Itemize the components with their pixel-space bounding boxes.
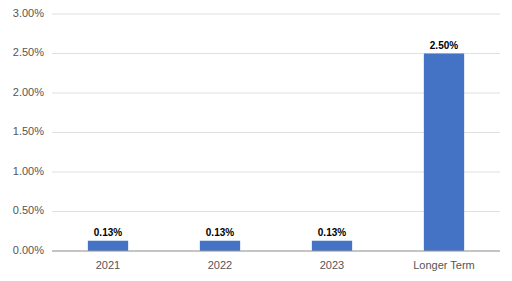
bar	[312, 241, 352, 251]
bar	[424, 54, 464, 252]
data-labels: 0.13% 0.13% 0.13% 2.50%	[94, 40, 458, 238]
y-tick-label: 3.00%	[13, 7, 44, 19]
x-tick-label: Longer Term	[413, 259, 475, 271]
grid	[52, 14, 500, 251]
background	[0, 0, 512, 281]
y-tick-label: 0.00%	[13, 244, 44, 256]
bar	[88, 241, 128, 251]
data-label: 0.13%	[206, 227, 234, 238]
chart-svg: 0.00%0.50%1.00%1.50%2.00%2.50%3.00%20212…	[0, 0, 512, 281]
data-label: 2.50%	[430, 40, 458, 51]
x-axis: 2021 2022 2023 Longer Term	[96, 259, 475, 271]
bar	[200, 241, 240, 251]
y-tick-label: 2.50%	[13, 46, 44, 58]
x-axis-line	[52, 251, 500, 252]
y-tick-label: 2.00%	[13, 86, 44, 98]
data-label: 0.13%	[94, 227, 122, 238]
chart-container: 0.00%0.50%1.00%1.50%2.00%2.50%3.00%20212…	[0, 0, 512, 281]
grid-line	[52, 14, 500, 15]
y-tick-label: 1.50%	[13, 125, 44, 137]
bars	[88, 54, 464, 252]
x-tick-label: 2022	[208, 259, 232, 271]
y-tick-label: 1.00%	[13, 165, 44, 177]
y-tick-label: 0.50%	[13, 204, 44, 216]
data-label: 0.13%	[318, 227, 346, 238]
grid-line	[52, 251, 500, 252]
y-axis: 0.00% 0.50% 1.00% 1.50% 2.00% 2.50% 3.00%	[13, 7, 44, 256]
x-tick-label: 2023	[320, 259, 344, 271]
x-tick-label: 2021	[96, 259, 120, 271]
